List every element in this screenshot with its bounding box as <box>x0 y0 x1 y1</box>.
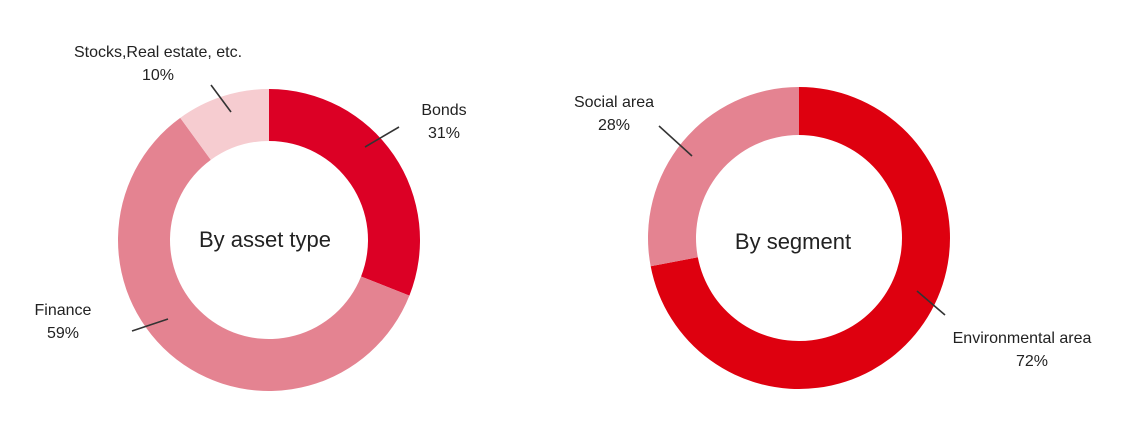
asset-slice-bonds <box>269 89 420 296</box>
stocks-leader-line <box>210 84 232 113</box>
segment-donut: By segment Environmental area 72% Social… <box>574 87 1091 389</box>
segment-title: By segment <box>735 229 851 254</box>
finance-leader-line <box>131 318 169 332</box>
social-label: Social area <box>574 94 654 111</box>
environmental-leader-line <box>916 290 946 316</box>
environmental-percent: 72% <box>1016 353 1048 370</box>
asset-type-donut: By asset type Bonds 31% Finance 59% Stoc… <box>35 44 467 391</box>
finance-percent: 59% <box>47 325 79 342</box>
asset-type-title: By asset type <box>199 227 331 252</box>
finance-label: Finance <box>35 302 92 319</box>
stocks-percent: 10% <box>142 67 174 84</box>
social-leader-line <box>658 125 693 157</box>
segment-slice-social-area <box>648 87 799 267</box>
asset-slice-stocks-real-estate-etc <box>180 89 269 160</box>
bonds-percent: 31% <box>428 125 460 142</box>
bonds-leader-line <box>364 126 400 148</box>
environmental-label: Environmental area <box>953 330 1092 347</box>
social-percent: 28% <box>598 117 630 134</box>
stocks-label: Stocks,Real estate, etc. <box>74 44 242 61</box>
asset-slice-finance <box>118 117 410 391</box>
bonds-label: Bonds <box>421 102 466 119</box>
segment-slice-environmental-area <box>650 87 951 389</box>
